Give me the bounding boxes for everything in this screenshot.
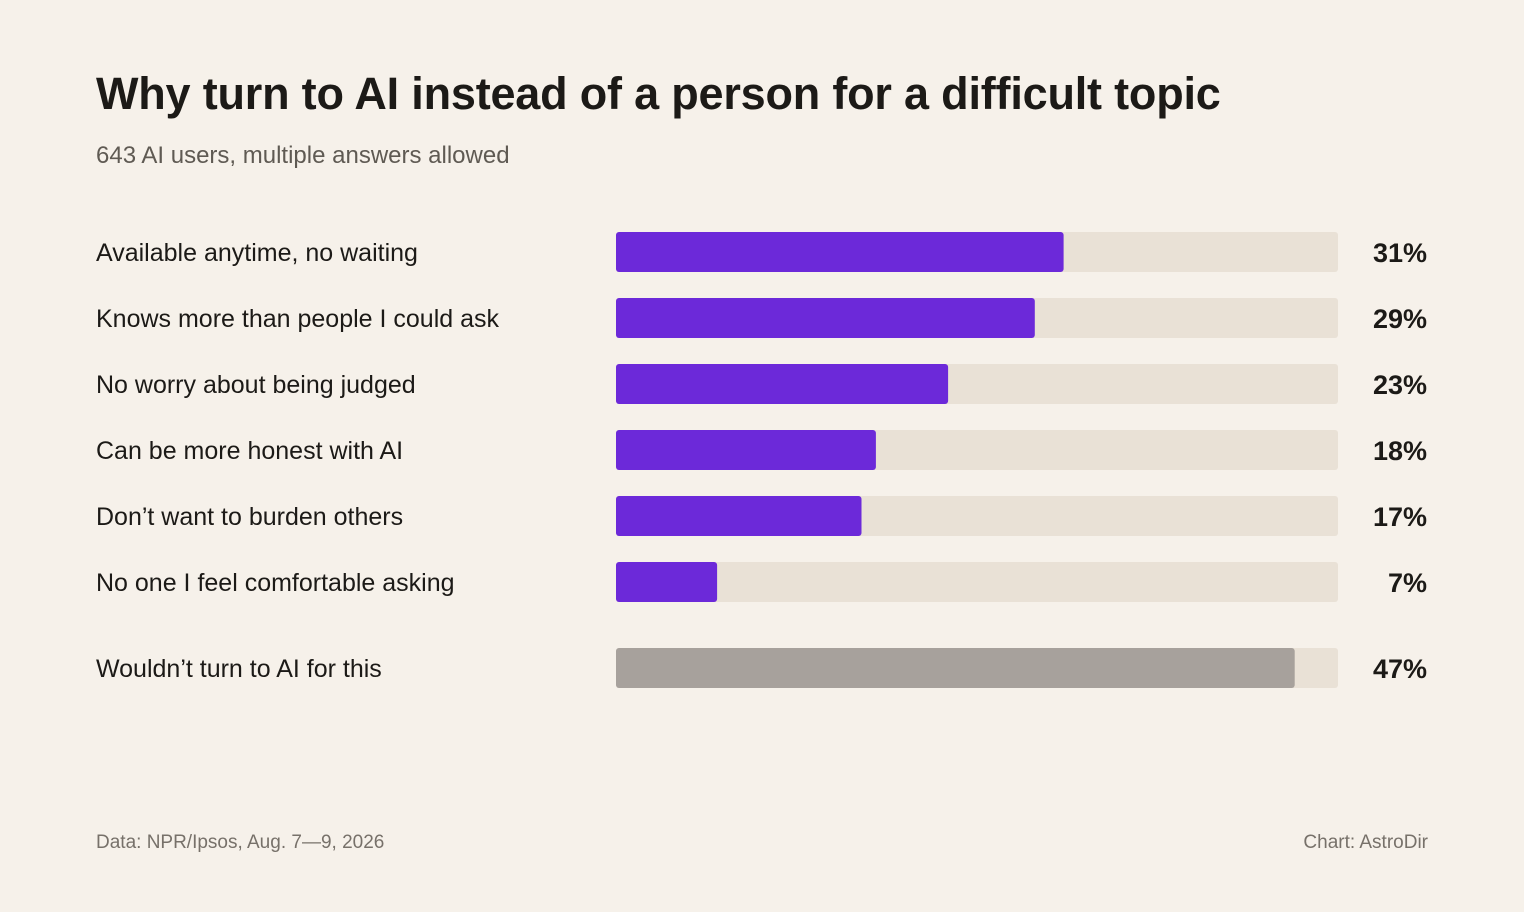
bar-row: Don’t want to burden others 17%	[96, 496, 1427, 536]
bar-row: Wouldn’t turn to AI for this 47%	[96, 648, 1427, 688]
chart-title: Why turn to AI instead of a person for a…	[96, 68, 1221, 119]
chart-subtitle: 643 AI users, multiple answers allowed	[96, 142, 510, 169]
chart-credit: Chart: AstroDir	[1303, 832, 1428, 853]
value-label: 7%	[1388, 568, 1427, 598]
value-label: 47%	[1373, 654, 1427, 684]
category-label: No one I feel comfortable asking	[96, 569, 455, 597]
bar-row: Available anytime, no waiting 31%	[96, 232, 1427, 272]
value-label: 18%	[1373, 436, 1427, 466]
bar-track	[616, 562, 1338, 602]
data-source: Data: NPR/Ipsos, Aug. 7—9, 2026	[96, 832, 385, 853]
bar-row: No worry about being judged 23%	[96, 364, 1427, 404]
bar	[616, 232, 1064, 272]
bar-row: Can be more honest with AI 18%	[96, 430, 1427, 470]
bar	[616, 562, 718, 602]
bar	[616, 496, 862, 536]
bar	[616, 364, 949, 404]
category-label: Wouldn’t turn to AI for this	[96, 655, 382, 683]
category-label: Don’t want to burden others	[96, 503, 403, 531]
category-label: No worry about being judged	[96, 371, 416, 399]
value-label: 31%	[1373, 238, 1427, 268]
value-label: 29%	[1373, 304, 1427, 334]
value-label: 17%	[1373, 502, 1427, 532]
value-label: 23%	[1373, 370, 1427, 400]
bar	[616, 430, 876, 470]
category-label: Available anytime, no waiting	[96, 239, 418, 267]
bar	[616, 298, 1035, 338]
bar-row: Knows more than people I could ask 29%	[96, 298, 1427, 338]
bar-row: No one I feel comfortable asking 7%	[96, 562, 1427, 602]
category-label: Can be more honest with AI	[96, 437, 403, 465]
category-label: Knows more than people I could ask	[96, 305, 500, 333]
bar	[616, 648, 1295, 688]
